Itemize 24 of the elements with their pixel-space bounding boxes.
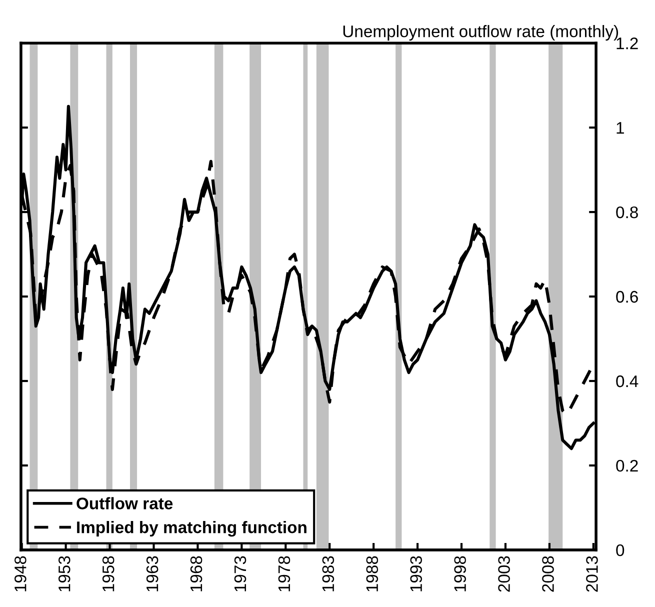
x-tick-label: 1973 (234, 556, 246, 592)
x-tick-label: 1988 (366, 556, 378, 592)
legend-label: Implied by matching function (77, 521, 306, 537)
x-tick-label: 1948 (14, 556, 26, 592)
y-axis-title: Unemployment outflow rate (monthly) (343, 25, 618, 41)
y-tick-label: 0.6 (616, 290, 638, 303)
y-tick-label: 1.2 (616, 38, 638, 50)
x-tick-label: 2013 (586, 556, 598, 592)
x-tick-label: 2003 (498, 556, 510, 592)
x-tick-label: 1958 (102, 556, 114, 592)
x-tick-label: 1983 (322, 556, 334, 592)
x-tick-label: 1993 (410, 556, 422, 592)
x-tick-label: 1978 (278, 556, 290, 592)
x-tick-label: 2008 (542, 556, 554, 592)
y-tick-label: 0.2 (616, 460, 638, 472)
legend-label: Outflow rate (76, 497, 173, 510)
x-tick-label: 1963 (146, 556, 158, 592)
y-tick-label: 1 (616, 122, 624, 134)
x-tick-label: 1968 (190, 556, 202, 592)
x-tick-label: 1953 (58, 556, 70, 592)
y-tick-label: 0.4 (616, 375, 638, 388)
x-tick-label: 1998 (454, 556, 466, 592)
y-tick-label: 0.8 (616, 206, 638, 218)
y-tick-label: 0 (616, 544, 624, 556)
